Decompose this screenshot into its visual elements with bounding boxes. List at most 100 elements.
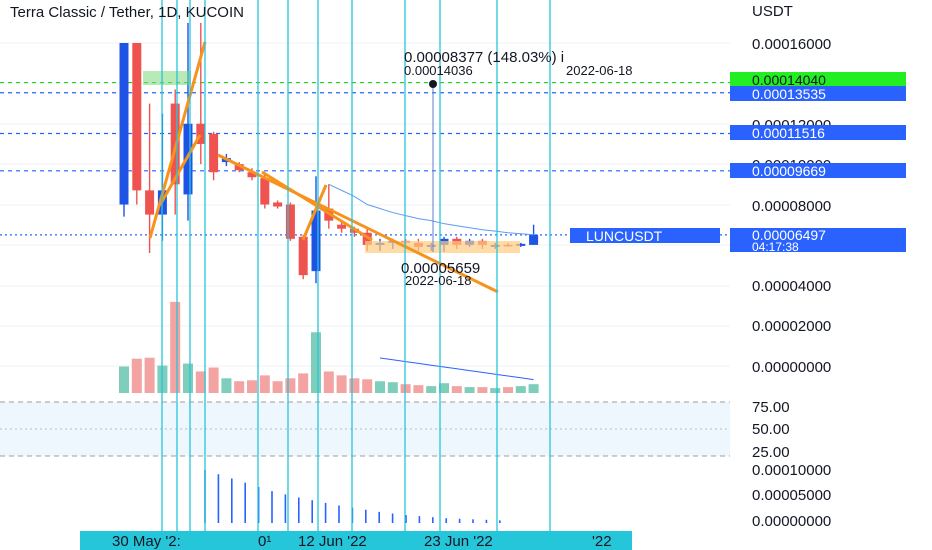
volume-bar <box>234 381 245 393</box>
volume-bar <box>503 387 513 393</box>
volume-bar <box>439 383 449 393</box>
volume-bar <box>515 386 526 393</box>
price-axis[interactable]: USDT 0.00016000 0.00012000 0.00010000 0.… <box>752 3 831 376</box>
axis-label: 0.00000000 <box>752 359 831 376</box>
rsi-axis-label: 50.00 <box>752 421 790 438</box>
volume-ma-line <box>379 357 534 381</box>
rsi-axis: 75.00 50.00 25.00 <box>752 399 790 461</box>
volume-bar <box>490 388 501 393</box>
candle-body <box>529 234 539 245</box>
volume-bar <box>144 357 155 393</box>
high-price-annotation: 0.00014036 <box>404 63 473 78</box>
volume-bar <box>451 386 462 393</box>
low-price-annotation: 0.00005659 <box>401 260 480 277</box>
low-date-annotation: 2022-06-18 <box>405 273 472 288</box>
trend-line <box>217 153 499 294</box>
candle-body <box>209 133 219 173</box>
drawing-tools[interactable] <box>143 41 520 294</box>
axis-label: 0.00002000 <box>752 318 831 335</box>
volume-bar <box>362 379 373 393</box>
candle-body <box>234 164 244 171</box>
lower-axis-label: 0.00005000 <box>752 487 831 504</box>
volume-bar <box>426 386 437 393</box>
axis-currency: USDT <box>752 3 793 20</box>
date-label: 0¹ <box>258 533 271 550</box>
volume-bar <box>247 380 257 393</box>
high-change-annotation: 0.00008377 (148.03%) i <box>404 49 564 66</box>
candle-body <box>273 202 283 207</box>
range-rect <box>365 241 520 253</box>
symbol-tag[interactable]: LUNCUSDT <box>570 228 720 244</box>
ma-line <box>328 183 534 236</box>
volume-bar <box>272 381 283 393</box>
candle-body <box>260 178 270 205</box>
date-label: '22 <box>592 533 612 550</box>
zone-rect <box>143 71 191 85</box>
lower-axis: 0.00010000 0.00005000 0.00000000 <box>752 462 831 530</box>
high-date-annotation: 2022-06-18 <box>566 63 633 78</box>
countdown-text: 04:17:38 <box>752 240 799 254</box>
volume-bar <box>131 358 142 393</box>
volume-bar <box>413 385 424 393</box>
volume-bar <box>183 363 193 393</box>
date-axis[interactable]: 30 May '2: 0¹ 12 Jun '22 23 Jun '22 '22 <box>80 531 632 550</box>
date-label: 12 Jun '22 <box>298 533 367 550</box>
last-price-text: 0.00006497 <box>752 227 826 243</box>
candle-body <box>132 43 142 191</box>
rsi-panel <box>0 401 730 457</box>
grid-lines <box>0 42 730 367</box>
volume-bar <box>387 382 398 393</box>
lower-axis-label: 0.00010000 <box>752 462 831 479</box>
date-label: 23 Jun '22 <box>424 533 493 550</box>
volume-bar <box>298 373 309 393</box>
volume-bar <box>349 378 360 393</box>
rsi-axis-label: 25.00 <box>752 444 790 461</box>
axis-label: 0.00016000 <box>752 36 831 53</box>
trend-line <box>301 184 328 241</box>
volume-bar <box>336 375 347 393</box>
volume-bar <box>221 378 232 393</box>
volume-bar <box>464 387 475 393</box>
candle-body <box>285 204 295 239</box>
price-tag-2: 0.00011516 <box>730 125 906 141</box>
measure-point <box>429 80 437 88</box>
candle-body <box>311 210 321 272</box>
candle-body <box>298 236 308 276</box>
candle-body <box>247 172 257 178</box>
last-price-tag: 0.00006497 04:17:38 <box>730 227 906 254</box>
volume-bar <box>119 366 129 393</box>
price-tag-0: 0.00014040 <box>730 72 906 88</box>
volume-bar <box>323 371 334 393</box>
lower-axis-label: 0.00000000 <box>752 513 831 530</box>
tag-text: 0.00011516 <box>752 125 825 141</box>
volume-bar <box>208 367 219 393</box>
rsi-axis-label: 75.00 <box>752 399 790 416</box>
candle-body <box>145 190 155 215</box>
candle-body <box>119 43 129 205</box>
candle-body <box>183 123 193 195</box>
date-label: 30 May '2: <box>112 533 181 550</box>
volume-bar <box>170 301 181 393</box>
axis-label: 0.00008000 <box>752 198 831 215</box>
candle-body <box>362 232 372 245</box>
candle-body <box>516 243 526 246</box>
volume-bar <box>311 332 321 393</box>
symbol-tag-text: LUNCUSDT <box>586 228 663 244</box>
price-levels <box>0 81 730 236</box>
tag-text: 0.00013535 <box>752 86 826 102</box>
trend-line <box>158 134 202 206</box>
candle-body <box>337 224 347 229</box>
candle-body <box>196 123 206 144</box>
volume-bar <box>528 384 539 393</box>
vertical-lines[interactable] <box>161 0 551 531</box>
price-tag-1: 0.00013535 <box>730 86 906 102</box>
volume-bar <box>259 375 270 393</box>
price-tag-3: 0.00009669 <box>730 163 906 179</box>
volume-bar <box>375 381 385 393</box>
tag-text: 0.00014040 <box>752 72 826 88</box>
volume-bar <box>285 378 296 393</box>
chart-title: Terra Classic / Tether, 1D, KUCOIN <box>10 4 244 21</box>
volume-bars <box>119 301 539 393</box>
axis-label: 0.00004000 <box>752 278 831 295</box>
